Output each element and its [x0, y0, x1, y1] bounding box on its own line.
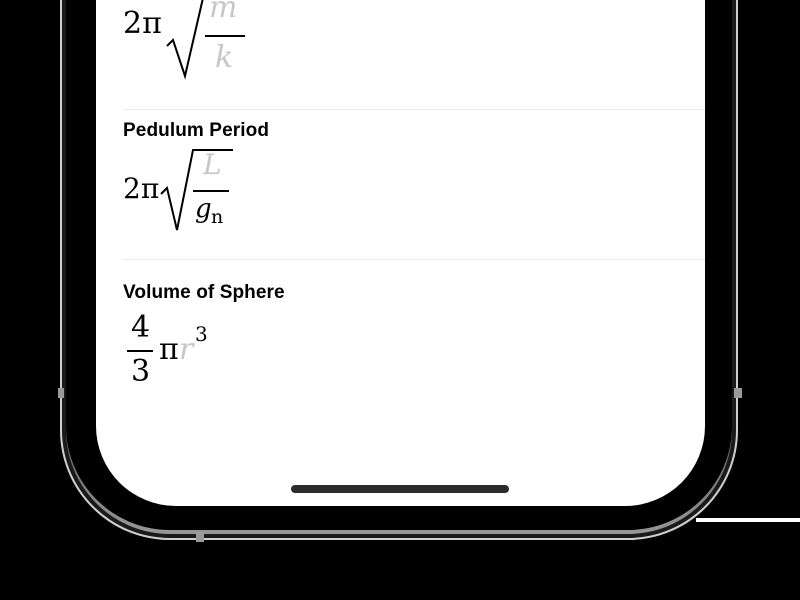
denominator-variable: k [215, 40, 234, 75]
fraction-numerator: 4 [131, 310, 151, 345]
fraction-bar [205, 35, 245, 37]
divider [696, 518, 800, 522]
phone-screen: Spring Period 2π m k Pedulum Period 2π L [96, 0, 705, 506]
formula-expression: 4 3 π r 3 [123, 308, 323, 408]
formula-expression: 2π L g n [123, 144, 323, 254]
numerator-variable: m [209, 0, 238, 25]
pi-symbol: π [159, 332, 179, 367]
list-item[interactable]: Volume of Sphere 4 3 π r 3 [96, 282, 705, 432]
formula-title: Volume of Sphere [123, 282, 285, 303]
home-indicator[interactable] [291, 485, 509, 493]
phone-antenna-band [734, 388, 742, 398]
coefficient-text: 2π [123, 6, 162, 41]
square-root-icon [160, 149, 233, 231]
denominator-subscript: n [211, 206, 224, 228]
variable-text: r [179, 332, 194, 367]
phone-antenna-band [196, 532, 204, 542]
fraction-bar [193, 190, 229, 192]
list-item[interactable]: Pedulum Period 2π L g n [96, 120, 705, 270]
square-root-icon [166, 0, 204, 80]
formula-title: Pedulum Period [123, 120, 270, 141]
exponent-text: 3 [195, 322, 208, 346]
coefficient-text: 2π [123, 172, 160, 205]
denominator-variable: g [195, 194, 212, 224]
fraction-bar [127, 350, 153, 352]
row-separator [123, 109, 705, 110]
fraction-denominator: 3 [131, 354, 151, 389]
formula-expression: 2π m k [123, 0, 323, 100]
row-separator [123, 259, 705, 260]
phone-antenna-band [58, 388, 64, 398]
list-item[interactable]: Spring Period 2π m k [96, 0, 705, 110]
numerator-variable: L [203, 148, 222, 181]
